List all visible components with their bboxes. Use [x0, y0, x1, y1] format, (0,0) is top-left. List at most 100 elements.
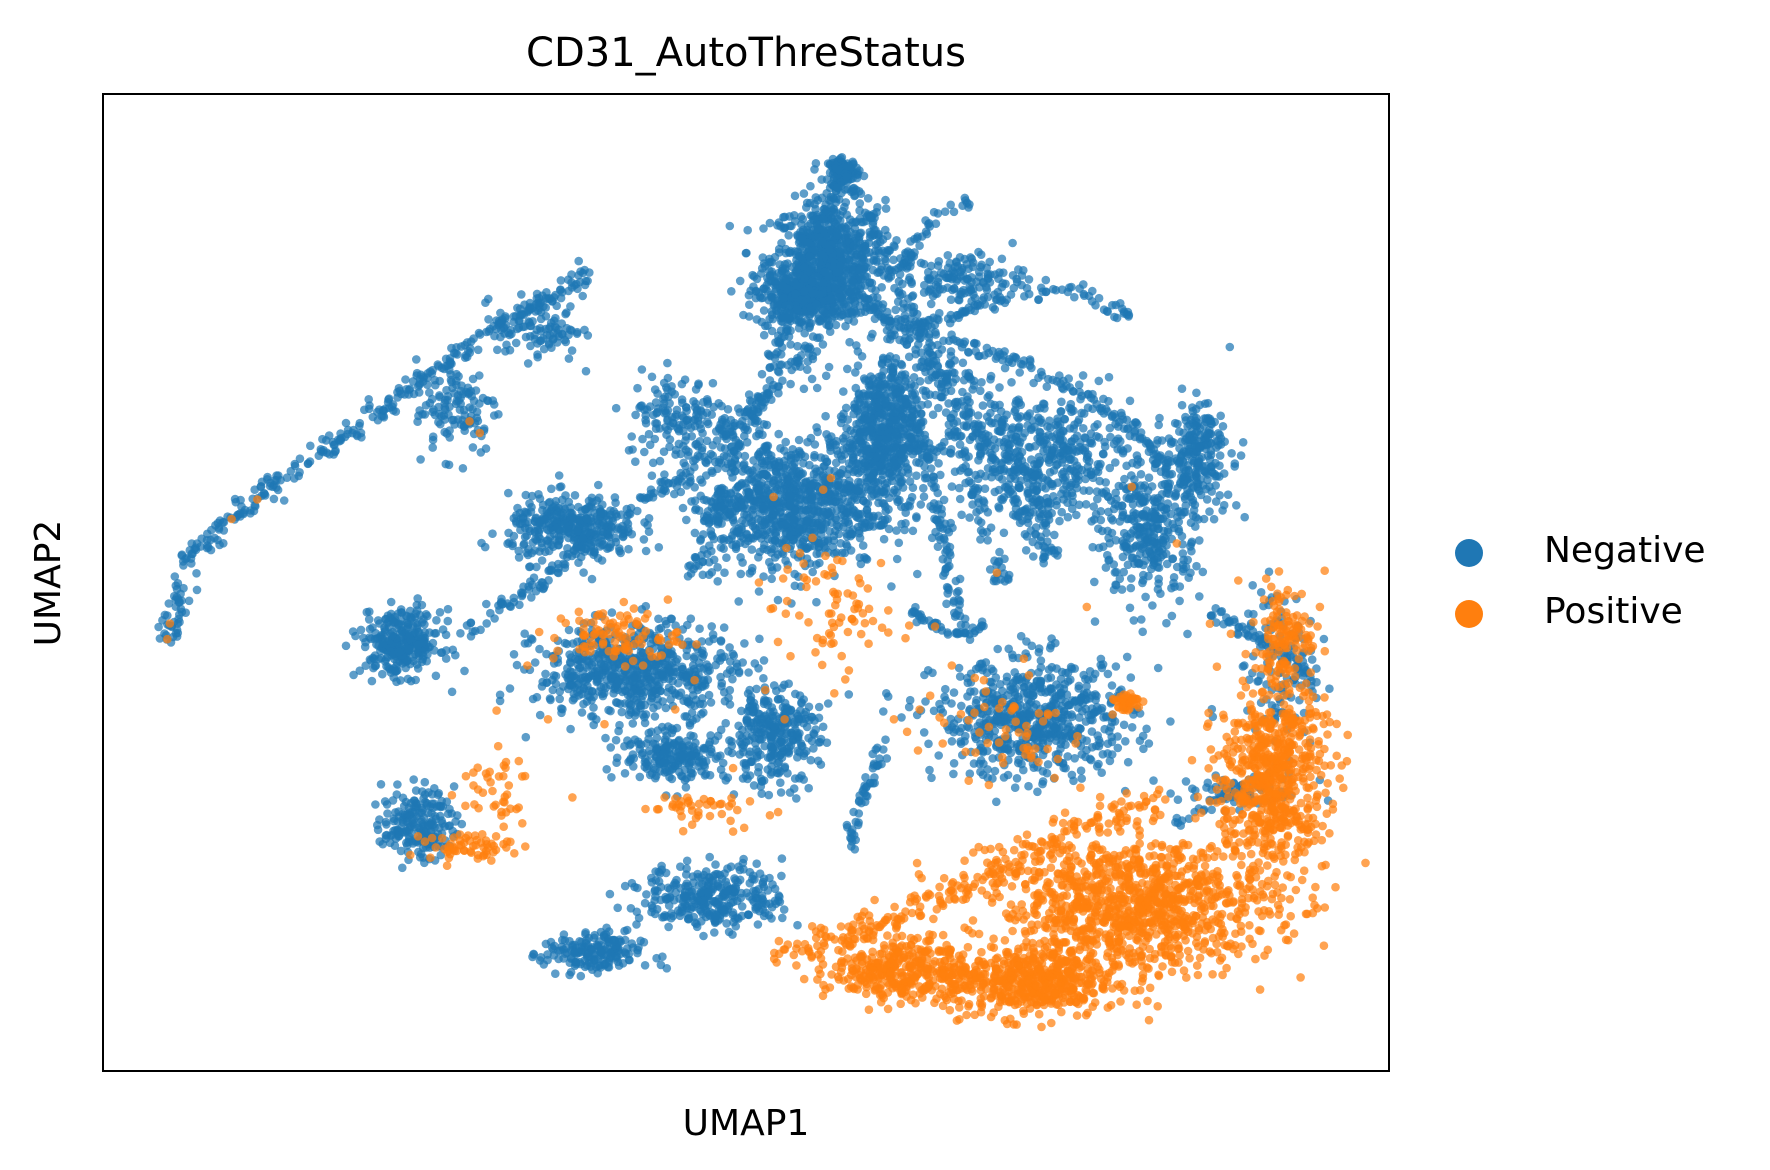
point-negative [682, 774, 691, 783]
point-negative [908, 526, 918, 536]
point-negative [785, 501, 795, 510]
point-negative [777, 743, 787, 752]
point-negative [579, 568, 588, 577]
point-negative [858, 541, 868, 550]
point-negative [803, 543, 813, 552]
point-negative [804, 702, 814, 712]
point-negative [574, 558, 583, 567]
point-negative [555, 694, 564, 704]
point-negative [845, 481, 855, 490]
point-negative [554, 471, 564, 480]
point-negative [823, 316, 833, 325]
point-negative [751, 745, 761, 754]
point-negative [639, 535, 649, 544]
point-negative [578, 666, 588, 676]
point-negative [696, 475, 705, 485]
point-negative [456, 629, 465, 638]
point-negative [435, 608, 445, 617]
point-negative [640, 718, 650, 728]
point-negative [627, 432, 636, 441]
point-negative [1012, 774, 1022, 783]
point-negative [954, 663, 964, 673]
point-negative [351, 631, 360, 641]
point-negative [495, 696, 505, 706]
point-negative [616, 548, 625, 558]
point-negative [836, 469, 846, 479]
point-negative [1043, 760, 1053, 769]
point-negative [773, 695, 783, 704]
point-negative [665, 766, 674, 776]
point-negative [767, 574, 776, 584]
point-negative [828, 542, 838, 552]
point-negative [558, 495, 567, 505]
point-negative [628, 719, 638, 728]
point-negative [713, 731, 723, 741]
point-negative [417, 600, 427, 610]
point-negative [1121, 737, 1130, 746]
point-negative [1090, 617, 1100, 626]
point-negative [799, 384, 809, 394]
point-negative [650, 712, 660, 721]
point-negative [512, 511, 521, 520]
point-negative [1075, 713, 1084, 722]
point-negative [830, 303, 840, 312]
point-negative [840, 276, 849, 285]
point-negative [734, 526, 743, 536]
point-negative [606, 743, 615, 752]
point-negative [1024, 781, 1033, 791]
point-negative [800, 452, 810, 462]
point-negative [892, 554, 902, 564]
point-negative [813, 427, 822, 437]
point-negative [806, 181, 815, 191]
point-negative [811, 193, 821, 202]
point-negative [874, 411, 883, 420]
point-negative [799, 775, 808, 784]
point-negative [810, 716, 819, 725]
point-negative [912, 471, 921, 481]
point-negative [774, 462, 783, 471]
point-negative [505, 684, 515, 693]
point-negative [592, 715, 601, 724]
point-negative [904, 702, 914, 712]
point-negative [894, 538, 904, 548]
point-negative [640, 677, 650, 687]
point-negative [711, 660, 720, 670]
point-negative [1094, 759, 1103, 769]
point-negative [957, 701, 966, 711]
point-negative [607, 608, 617, 617]
point-negative [1123, 757, 1133, 767]
point-negative [792, 794, 801, 803]
point-negative [1098, 750, 1108, 759]
point-negative [837, 153, 847, 162]
point-negative [857, 255, 867, 264]
point-negative [766, 735, 776, 745]
point-negative [1008, 650, 1017, 659]
point-negative [883, 514, 892, 524]
point-negative [823, 699, 833, 708]
point-negative [782, 491, 791, 501]
point-negative [652, 733, 662, 743]
point-negative [702, 660, 711, 669]
point-negative [535, 525, 545, 534]
point-negative [555, 482, 565, 492]
point-negative [824, 362, 834, 372]
point-negative [654, 543, 664, 552]
point-negative [761, 483, 771, 493]
point-negative [707, 622, 716, 631]
point-negative [775, 751, 785, 760]
point-negative [512, 660, 522, 670]
point-negative [831, 513, 840, 523]
point-negative [891, 305, 900, 315]
point-negative [779, 212, 788, 222]
point-negative [849, 241, 859, 251]
point-negative [896, 449, 906, 458]
point-negative [855, 412, 865, 421]
point-negative [735, 276, 745, 286]
point-negative [699, 495, 709, 505]
point-negative [897, 502, 906, 512]
point-negative [916, 500, 926, 509]
point-negative [378, 669, 387, 679]
point-negative [656, 686, 665, 696]
point-negative [782, 528, 791, 537]
